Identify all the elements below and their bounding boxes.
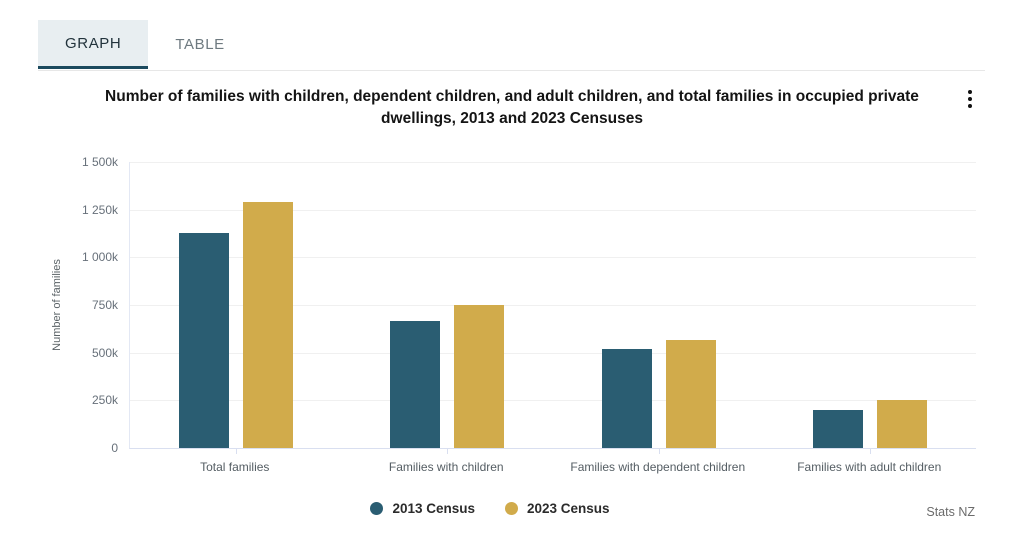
bar-group	[601, 340, 716, 448]
x-category-label: Total families	[200, 460, 270, 474]
y-tick-label: 1 500k	[81, 155, 118, 169]
x-axis-tick	[870, 448, 872, 454]
gridline	[130, 209, 976, 211]
legend-marker-icon	[505, 502, 518, 515]
legend-item-2023-census[interactable]: 2023 Census	[505, 501, 610, 516]
bar-2023-census[interactable]	[665, 340, 716, 448]
gridline	[130, 352, 976, 354]
gridline	[130, 305, 976, 306]
gridline	[130, 400, 976, 402]
bar-2023-census[interactable]	[877, 400, 928, 448]
bar-2023-census[interactable]	[454, 305, 505, 448]
legend-marker-icon	[370, 502, 384, 515]
y-tick-label: 750k	[91, 298, 118, 312]
tab-graph[interactable]: GRAPH	[38, 20, 149, 69]
x-category-label: Families with children	[388, 460, 504, 474]
y-tick-label: 1 000k	[81, 250, 118, 265]
view-tabbar: GRAPH TABLE	[38, 20, 252, 69]
gridline	[130, 257, 976, 259]
bar-2013-census[interactable]	[178, 233, 229, 448]
bar-2023-census[interactable]	[242, 202, 293, 448]
bar-group	[178, 202, 293, 448]
bar-2013-census[interactable]	[390, 321, 441, 448]
tabbar-divider	[38, 70, 985, 71]
x-category-label: Families with dependent children	[570, 460, 746, 474]
bar-group	[813, 400, 928, 448]
x-axis-tick	[235, 448, 237, 454]
x-category-label: Families with adult children	[797, 460, 942, 474]
y-tick-label: 0	[111, 441, 118, 455]
bar-2013-census[interactable]	[813, 410, 864, 448]
plot-area	[129, 162, 976, 454]
chart-legend: 2013 Census 2023 Census	[0, 501, 980, 516]
x-axis-tick	[658, 448, 660, 454]
bar-2013-census[interactable]	[601, 349, 652, 448]
gridline	[130, 162, 976, 163]
legend-label: 2023 Census	[527, 501, 610, 516]
legend-label: 2013 Census	[392, 501, 475, 516]
bar-group	[390, 305, 505, 448]
y-tick-label: 250k	[91, 393, 118, 408]
chart-title: Number of families with children, depend…	[105, 88, 919, 127]
kebab-menu-icon[interactable]	[962, 87, 978, 111]
legend-item-2013-census[interactable]: 2013 Census	[370, 501, 475, 516]
y-tick-label: 500k	[91, 345, 118, 360]
tab-table[interactable]: TABLE	[175, 36, 225, 53]
y-tick-label: 1 250k	[81, 202, 118, 217]
source-credit: Stats NZ	[926, 505, 975, 519]
x-axis-tick	[447, 448, 449, 454]
